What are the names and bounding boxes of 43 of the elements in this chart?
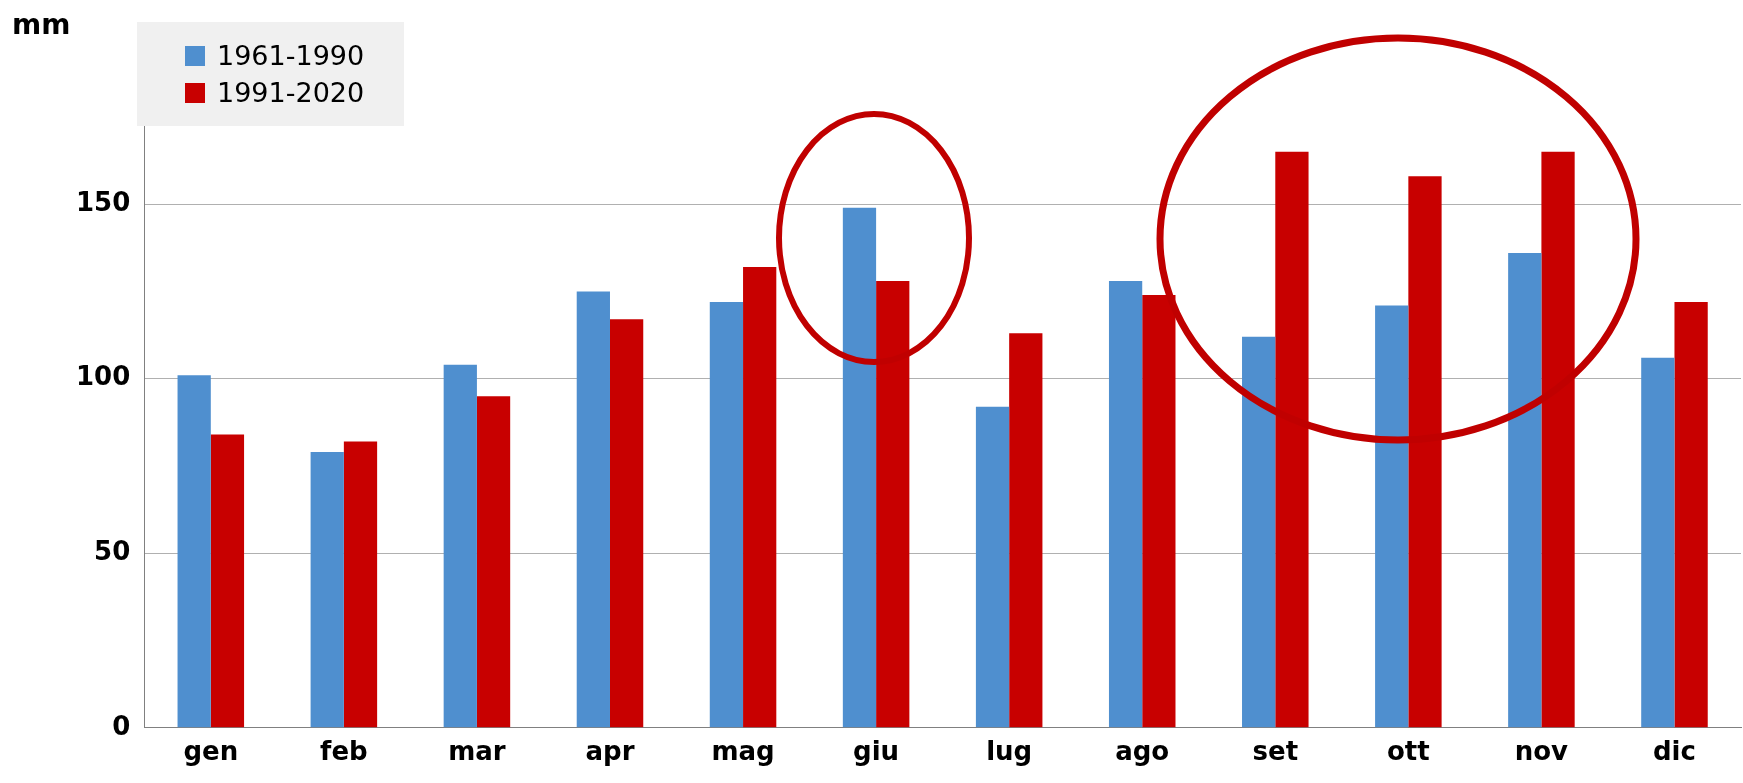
y-tick-label: 50 [94, 536, 131, 566]
bar [1375, 305, 1409, 728]
bar [1674, 301, 1708, 728]
x-tick-label: gen [183, 736, 239, 767]
bar [476, 396, 511, 728]
bar [1275, 151, 1309, 728]
y-tick-label: 100 [75, 361, 131, 392]
x-tick-label: mag [711, 736, 775, 767]
bar [1108, 280, 1143, 728]
x-tick-label: lug [986, 736, 1033, 767]
bar [1641, 357, 1675, 728]
bar [876, 280, 910, 728]
y-tick-label: 150 [75, 186, 131, 217]
bar [743, 266, 777, 728]
bar [1242, 336, 1276, 728]
bar [576, 291, 610, 728]
bar [975, 406, 1010, 728]
x-tick-label: ott [1386, 736, 1430, 767]
bar [609, 319, 644, 728]
y-tick-label: 0 [112, 710, 131, 741]
bar [343, 441, 378, 728]
bar [1408, 176, 1442, 728]
bar [177, 375, 211, 728]
x-tick-label: giu [853, 736, 900, 767]
bar [709, 301, 744, 728]
bar [210, 434, 245, 728]
bar [1142, 294, 1176, 728]
x-tick-label: dic [1653, 736, 1696, 767]
x-tick-label: mar [448, 736, 506, 767]
y-axis-title: mm [12, 8, 71, 41]
x-tick-label: set [1252, 736, 1299, 767]
x-tick-label: nov [1514, 736, 1569, 767]
x-tick-label: ago [1115, 736, 1170, 767]
legend-label: 1991-2020 [217, 77, 365, 108]
x-tick-label: feb [320, 736, 368, 767]
legend-label: 1961-1990 [217, 40, 365, 71]
x-tick-label: apr [585, 736, 635, 767]
bar [443, 364, 477, 728]
bar [1508, 253, 1542, 728]
bar [310, 452, 344, 728]
bar [1541, 151, 1575, 728]
bar [1009, 333, 1043, 728]
bar [842, 207, 877, 728]
